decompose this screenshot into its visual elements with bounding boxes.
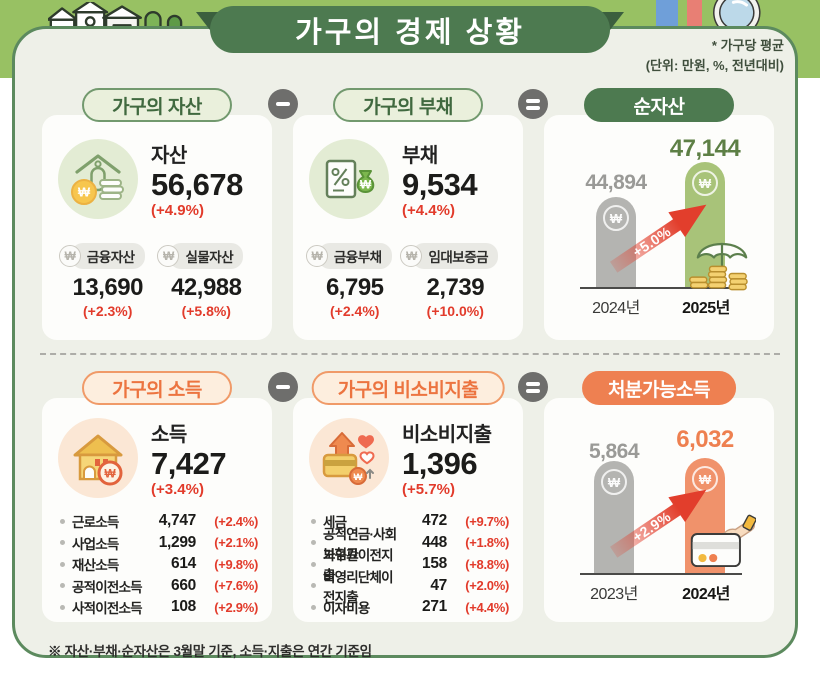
list-item: 세금 472 (+9.7%): [311, 510, 509, 532]
assets-value: 56,678: [151, 167, 243, 202]
unit-note: * 가구당 평균 (단위: 만원, %, 전년대비): [646, 36, 784, 76]
won-ring-icon: ₩: [603, 205, 629, 231]
x-label-2025: 2025년: [682, 300, 730, 317]
won-badge-icon: ₩: [305, 245, 328, 268]
debt-label: 부채: [402, 145, 438, 167]
won-badge-icon: ₩: [157, 245, 180, 268]
list-item: 공적이전소득 660 (+7.6%): [60, 575, 258, 597]
disposable-change: +2.9%: [629, 508, 674, 546]
assets-house-coins-icon: ₩: [58, 139, 138, 220]
disposable-income-chart: 5,864 6,032 ₩ ₩ +2.9% 2023년 2024: [544, 398, 774, 622]
bar-2024: ₩: [596, 197, 636, 287]
debt-scroll-moneybag-icon: ₩: [309, 139, 389, 220]
assets-change: (+4.9%): [151, 202, 204, 220]
sub-label: 금융부채: [333, 250, 382, 266]
svg-text:₩: ₩: [360, 178, 372, 192]
svg-text:₩: ₩: [78, 185, 91, 200]
header-disposable-income: 처분가능소득: [582, 371, 736, 405]
x-label-2024: 2024년: [682, 586, 730, 603]
list-item: 사업소득 1,299 (+2.1%): [60, 532, 258, 554]
bar-2023: ₩: [594, 461, 634, 573]
page-title: 가구의 경제 상황: [210, 6, 610, 53]
sub-change: (+2.4%): [330, 303, 380, 320]
won-badge-icon: ₩: [58, 245, 81, 268]
header-non-consumption: 가구의 비소비지출: [311, 371, 505, 405]
minus-icon: [268, 89, 298, 119]
list-item: 근로소득 4,747 (+2.4%): [60, 510, 258, 532]
equals-icon: [518, 89, 548, 119]
bar-value-2023: 5,864: [588, 440, 640, 463]
income-house-coin-icon: ₩: [58, 418, 138, 499]
list-item: 이자비용 271 (+4.4%): [311, 596, 509, 618]
row-divider: [40, 353, 780, 355]
sub-financial-assets: ₩ 금융자산 13,690 (+2.3%): [58, 243, 145, 320]
won-badge-icon: ₩: [400, 245, 423, 268]
sub-label: 임대보증금: [428, 250, 489, 266]
list-item: 공적연금·사회보험료 448 (+1.8%): [311, 527, 509, 562]
header-income: 가구의 소득: [82, 371, 232, 405]
debt-change: (+4.4%): [402, 202, 455, 220]
x-label-2023: 2023년: [590, 586, 638, 603]
income-items: 근로소득 4,747 (+2.4%) 사업소득 1,299 (+2.1%) 재산소득 61…: [60, 510, 258, 618]
header-debt: 가구의 부채: [333, 88, 483, 122]
unit-note-line2: (단위: 만원, %, 전년대비): [645, 58, 784, 74]
sub-financial-debt: ₩ 금융부채 6,795 (+2.4%): [305, 243, 392, 320]
unit-note-line1: * 가구당 평균: [711, 38, 784, 53]
non-consumption-value: 1,396: [402, 446, 478, 481]
card-net-assets: 44,894 47,144 ₩ ₩ +5.0%: [544, 115, 774, 340]
sub-value: 2,739: [426, 274, 485, 302]
sub-label: 금융자산: [86, 250, 135, 266]
net-assets-chart: 44,894 47,144 ₩ ₩ +5.0%: [544, 115, 774, 340]
x-axis: [580, 573, 742, 575]
sub-change: (+5.8%): [181, 303, 231, 320]
sub-real-assets: ₩ 실물자산 42,988 (+5.8%): [157, 243, 244, 320]
income-change: (+3.4%): [151, 481, 204, 499]
assets-label: 자산: [151, 145, 187, 167]
equals-icon: [518, 372, 548, 402]
sub-rental-deposit: ₩ 임대보증금 2,739 (+10.0%): [400, 243, 499, 320]
sub-change: (+2.3%): [83, 303, 133, 320]
non-consumption-change: (+5.7%): [402, 481, 455, 499]
won-ring-icon: ₩: [692, 466, 718, 492]
x-axis: [580, 287, 742, 289]
income-value: 7,427: [151, 446, 227, 481]
non-consumption-label: 비소비지출: [402, 424, 492, 446]
minus-icon: [268, 372, 298, 402]
bar-value-2024: 44,894: [585, 171, 647, 194]
sub-value: 13,690: [72, 274, 144, 302]
sub-value: 6,795: [325, 274, 384, 302]
won-ring-icon: ₩: [601, 469, 627, 495]
sub-change: (+10.0%): [426, 303, 484, 320]
svg-text:₩: ₩: [354, 472, 363, 483]
list-item: 재산소득 614 (+9.8%): [60, 553, 258, 575]
list-item: 가구간이전지출 158 (+8.8%): [311, 548, 509, 583]
income-label: 소득: [151, 424, 187, 446]
header-assets: 가구의 자산: [82, 88, 232, 122]
footer-note: ※ 자산·부채·순자산은 3월말 기준, 소득·지출은 연간 기준임: [48, 644, 372, 659]
non-consumption-items: 세금 472 (+9.7%) 공적연금·사회보험료 448 (+1.8%) 가구간이전지…: [311, 510, 509, 618]
debt-value: 9,534: [402, 167, 478, 202]
bar-value-2025: 47,144: [669, 135, 741, 162]
sub-label: 실물자산: [185, 250, 234, 266]
bar-value-2024: 6,032: [676, 426, 734, 453]
net-assets-change: +5.0%: [629, 223, 674, 261]
card-assets: ₩ 자산 56,678 (+4.9%) ₩ 금융자산 13,690 (+2.3%)…: [42, 115, 272, 340]
card-non-consumption: ₩ 비소비지출 1,396 (+5.7%) 세금 472 (+9.7%) 공적연금·…: [293, 398, 523, 622]
card-debt: ₩ 부채 9,534 (+4.4%) ₩ 금융부채 6,795 (+2.4%) ₩…: [293, 115, 523, 340]
svg-text:₩: ₩: [104, 467, 116, 481]
x-label-2024: 2024년: [592, 300, 640, 317]
card-arrow-hearts-icon: ₩: [309, 418, 389, 499]
hand-card-icon: [690, 514, 756, 568]
list-item: 사적이전소득 108 (+2.9%): [60, 596, 258, 618]
list-item: 비영리단체이전지출 47 (+2.0%): [311, 570, 509, 605]
umbrella-coins-icon: [689, 242, 748, 291]
header-net-assets: 순자산: [584, 88, 734, 122]
card-income: ₩ 소득 7,427 (+3.4%) 근로소득 4,747 (+2.4%) 사업소득…: [42, 398, 272, 622]
won-ring-icon: ₩: [692, 170, 718, 196]
sub-value: 42,988: [171, 274, 242, 302]
card-disposable-income: 5,864 6,032 ₩ ₩ +2.9% 2023년 2024: [544, 398, 774, 622]
